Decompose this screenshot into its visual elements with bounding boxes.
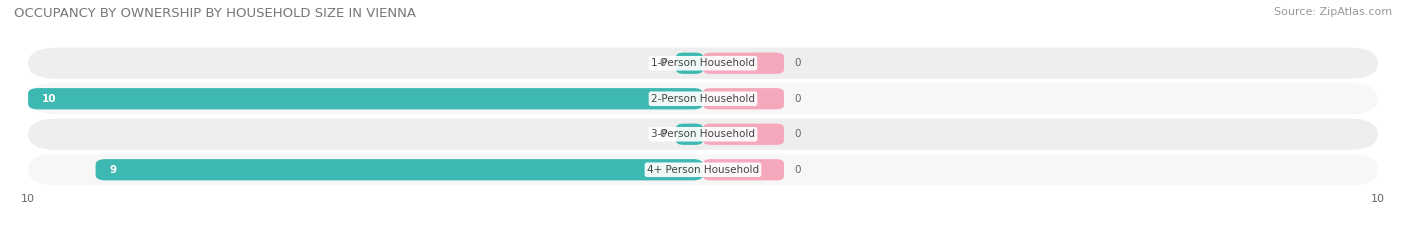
Text: 1-Person Household: 1-Person Household <box>651 58 755 68</box>
FancyBboxPatch shape <box>703 88 785 110</box>
Text: 0: 0 <box>794 94 800 104</box>
Text: 3-Person Household: 3-Person Household <box>651 129 755 139</box>
FancyBboxPatch shape <box>28 83 1378 114</box>
FancyBboxPatch shape <box>28 88 703 110</box>
Text: 0: 0 <box>659 58 666 68</box>
Text: 9: 9 <box>110 165 117 175</box>
Text: 0: 0 <box>794 129 800 139</box>
FancyBboxPatch shape <box>96 159 703 180</box>
Text: 0: 0 <box>794 58 800 68</box>
FancyBboxPatch shape <box>28 119 1378 150</box>
FancyBboxPatch shape <box>703 123 785 145</box>
Text: 0: 0 <box>659 129 666 139</box>
Text: OCCUPANCY BY OWNERSHIP BY HOUSEHOLD SIZE IN VIENNA: OCCUPANCY BY OWNERSHIP BY HOUSEHOLD SIZE… <box>14 7 416 20</box>
FancyBboxPatch shape <box>676 53 703 74</box>
Text: 2-Person Household: 2-Person Household <box>651 94 755 104</box>
FancyBboxPatch shape <box>703 159 785 180</box>
Text: 0: 0 <box>794 165 800 175</box>
FancyBboxPatch shape <box>28 48 1378 79</box>
FancyBboxPatch shape <box>28 154 1378 185</box>
FancyBboxPatch shape <box>703 53 785 74</box>
Text: 4+ Person Household: 4+ Person Household <box>647 165 759 175</box>
Text: 10: 10 <box>42 94 56 104</box>
FancyBboxPatch shape <box>676 123 703 145</box>
Text: Source: ZipAtlas.com: Source: ZipAtlas.com <box>1274 7 1392 17</box>
